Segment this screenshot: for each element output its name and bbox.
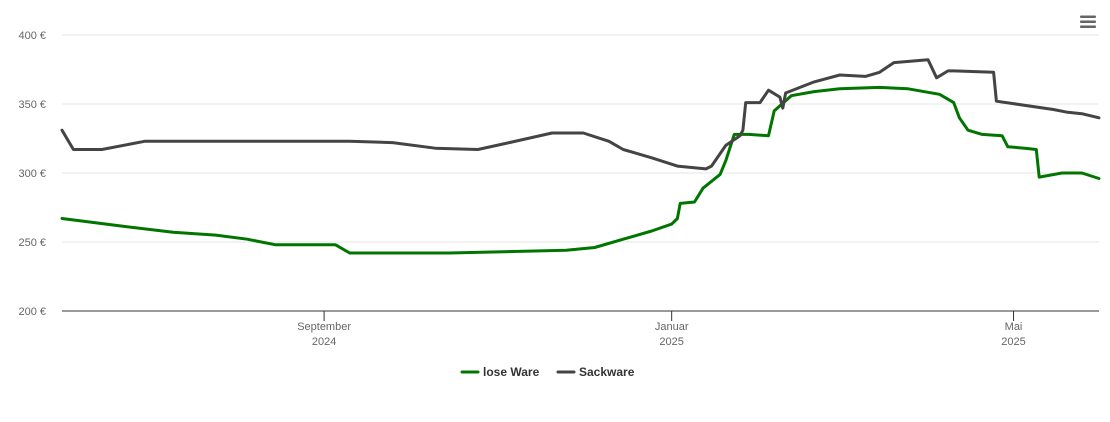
legend-item-sackware[interactable]: Sackware — [556, 365, 635, 379]
series-lines — [60, 58, 1101, 255]
legend-label: lose Ware — [483, 365, 540, 379]
y-tick-label: 300 € — [18, 168, 46, 180]
hamburger-menu-icon — [1080, 15, 1096, 28]
y-tick-label: 350 € — [18, 99, 46, 111]
legend-label: Sackware — [579, 365, 635, 379]
legend-item-lose-ware[interactable]: lose Ware — [460, 365, 540, 379]
y-tick-label: 400 € — [18, 30, 46, 42]
y-tick-label: 250 € — [18, 237, 46, 249]
legend[interactable]: lose Ware Sackware — [460, 365, 635, 379]
x-tick-sublabel: 2025 — [1001, 336, 1025, 348]
x-tick-sublabel: 2024 — [312, 336, 336, 348]
series-line-lose-ware[interactable] — [60, 85, 1101, 255]
chart-menu-button[interactable] — [1080, 14, 1096, 30]
x-tick-label: Mai — [1005, 321, 1023, 333]
x-tick-sublabel: 2025 — [659, 336, 683, 348]
axes: 200 € 250 € 300 € 350 € 400 € September 2024 Ja… — [18, 30, 1099, 348]
x-tick-label: Januar — [655, 321, 689, 333]
series-line-sackware[interactable] — [60, 58, 1101, 171]
grid — [62, 34, 1099, 243]
y-tick-label: 200 € — [18, 306, 46, 318]
x-tick-label: September — [297, 321, 351, 333]
